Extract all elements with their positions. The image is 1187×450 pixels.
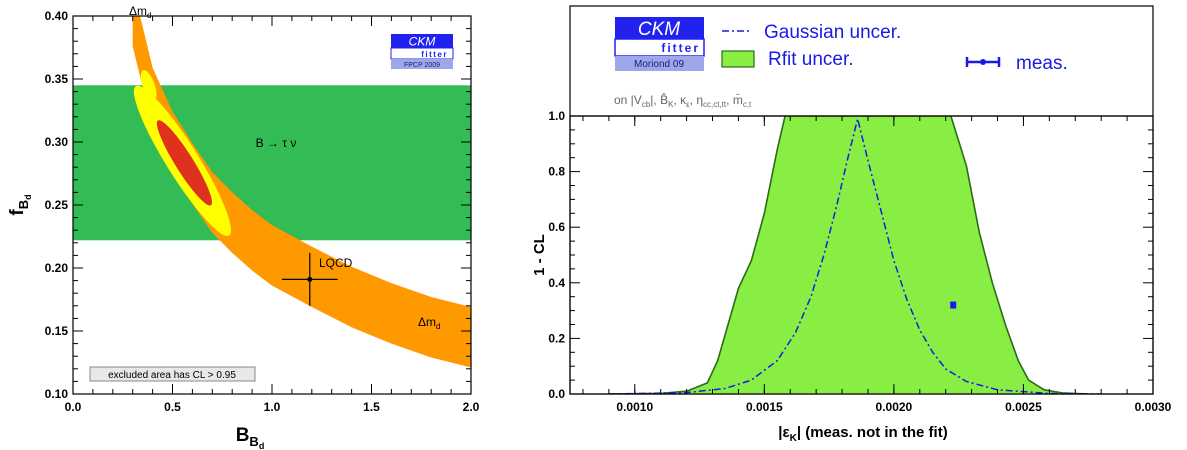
right-x-tick-label: 0.0025 xyxy=(1005,400,1042,414)
right-logo-sub: fitter xyxy=(661,41,700,55)
legend-gaussian-label: Gaussian uncer. xyxy=(764,22,901,43)
right-x-tick-label: 0.0030 xyxy=(1135,400,1172,414)
right-y-tick-label: 0.2 xyxy=(548,331,565,345)
left-logo-tag: FPCP 2009 xyxy=(404,62,440,69)
gaussian-curve xyxy=(608,118,1102,394)
right-y-tick-label: 0.6 xyxy=(548,220,565,234)
combined-top-tip xyxy=(140,70,157,101)
right-ckmfitter-logo: CKM fitter Moriond 09 xyxy=(614,17,705,71)
left-y-tick-label: 0.30 xyxy=(45,135,69,149)
right-logo-main: CKM xyxy=(638,19,680,40)
right-x-tick-label: 0.0015 xyxy=(746,400,783,414)
left-x-tick-label: 0.5 xyxy=(164,400,181,414)
right-y-tick-label: 0.8 xyxy=(548,165,565,179)
legend-rfit-swatch xyxy=(721,50,755,68)
right-x-tick-label: 0.0010 xyxy=(616,400,653,414)
right-logo-tag: Moriond 09 xyxy=(634,59,684,70)
left-x-tick-label: 1.0 xyxy=(264,400,281,414)
left-y-tick-label: 0.10 xyxy=(45,387,69,401)
rfit-outline xyxy=(608,116,1089,394)
lqcd-point xyxy=(307,276,313,282)
legend-meas-label: meas. xyxy=(1016,53,1068,74)
btaunu-label: B → τ ν xyxy=(256,136,297,150)
cl-note: excluded area has CL > 0.95 xyxy=(89,366,256,382)
left-y-tick-label: 0.25 xyxy=(45,198,69,212)
right-chart: 0.0010 0.0015 0.0020 0.0025 0.0030 0.0 0.2 0.4 0… xyxy=(531,5,1172,444)
left-y-tick-label: 0.20 xyxy=(45,261,69,275)
left-y-tick-label: 0.15 xyxy=(45,324,69,338)
left-logo-main: CKM xyxy=(409,35,436,49)
left-y-tick-label: 0.35 xyxy=(45,72,69,86)
btaunu-band xyxy=(73,85,471,241)
left-logo-sub: fitter xyxy=(421,50,448,59)
right-y-tick-label: 1.0 xyxy=(548,109,565,123)
legend-meas-marker xyxy=(965,57,1001,67)
combined-core-region xyxy=(156,120,213,206)
dmd-label-bottom: Δmd xyxy=(418,315,440,331)
legend-rfit-label: Rfit uncer. xyxy=(768,49,854,70)
left-x-axis-title: BBd xyxy=(236,425,265,450)
left-chart: 0.0 0.5 1.0 1.5 2.0 0.10 0.15 0.20 0.25 0.30 0.35 0… xyxy=(7,4,480,450)
dmd-label-top: Δmd xyxy=(129,4,151,20)
lqcd-label: LQCD xyxy=(319,256,353,270)
right-x-tick-label: 0.0020 xyxy=(876,400,913,414)
left-x-tick-label: 1.5 xyxy=(363,400,380,414)
left-x-tick-label: 2.0 xyxy=(463,400,480,414)
fit-condition: on |Vcb|, B̂K, κε, ηcc,ct,tt, m̄c,t xyxy=(614,92,752,109)
left-y-axis-title: fBd xyxy=(7,194,33,215)
left-x-tick-label: 0.0 xyxy=(65,400,82,414)
right-y-tick-label: 0.4 xyxy=(548,276,565,290)
legend: Gaussian uncer. Rfit uncer. meas. xyxy=(721,22,1068,74)
right-x-axis-title: |εK| (meas. not in the fit) xyxy=(778,424,947,444)
left-ckmfitter-logo: CKM fitter FPCP 2009 xyxy=(390,34,454,69)
left-y-tick-label: 0.40 xyxy=(45,9,69,23)
measurement-point xyxy=(950,301,957,309)
right-y-axis-title: 1 - CL xyxy=(531,234,548,276)
cl-note-text: excluded area has CL > 0.95 xyxy=(108,370,236,381)
right-y-tick-label: 0.0 xyxy=(548,387,565,401)
